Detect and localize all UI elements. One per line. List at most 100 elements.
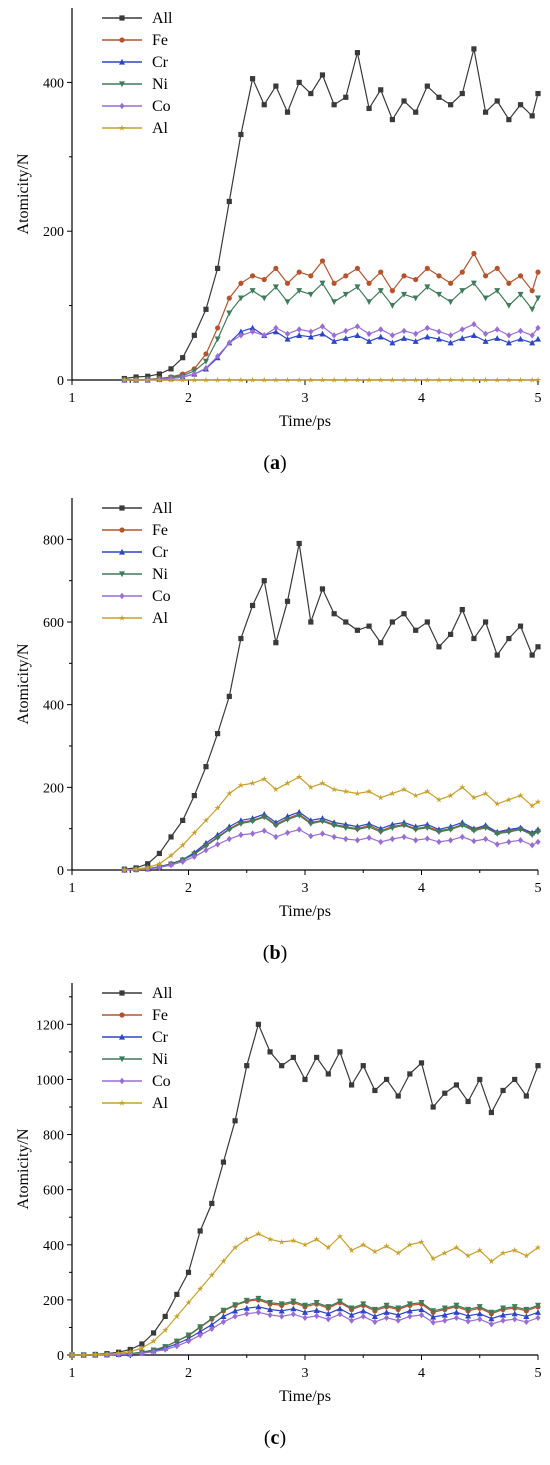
series-co	[121, 826, 541, 874]
data-point-co	[424, 835, 430, 842]
data-point-ni	[488, 1309, 495, 1316]
x-tick-label: 2	[185, 391, 192, 406]
data-point-cr	[342, 335, 349, 341]
data-point-cr	[476, 1310, 483, 1317]
data-point-co	[220, 1318, 227, 1326]
data-point-co	[215, 352, 221, 360]
data-point-al	[389, 790, 396, 797]
data-point-all	[465, 1098, 471, 1105]
data-point-ni	[517, 291, 524, 298]
legend-marker-cr	[119, 58, 125, 65]
legend-label-ni: Ni	[152, 76, 169, 93]
series-line-fe	[124, 813, 539, 871]
data-point-ni	[342, 291, 349, 298]
data-point-ni	[505, 303, 512, 309]
data-point-cr	[366, 338, 373, 344]
data-point-al	[150, 1337, 157, 1344]
data-point-cr	[435, 335, 442, 342]
data-point-al	[103, 1350, 111, 1357]
legend-marker-all	[119, 990, 125, 996]
data-point-ni	[389, 303, 396, 309]
data-point-all	[459, 607, 465, 613]
y-tick-label: 400	[43, 1239, 64, 1254]
data-point-ni	[173, 1338, 180, 1345]
data-point-all	[424, 83, 430, 89]
data-point-al	[418, 1238, 425, 1245]
data-point-co	[331, 332, 337, 339]
data-point-co	[389, 332, 395, 339]
caption-a-letter: a	[270, 452, 280, 474]
data-point-al	[295, 773, 303, 780]
data-point-cr	[336, 1305, 343, 1312]
data-point-co	[448, 332, 454, 339]
data-point-al	[470, 794, 478, 801]
data-point-cr	[267, 1306, 274, 1313]
data-point-all	[156, 850, 162, 857]
data-point-al	[132, 865, 140, 872]
data-point-ni	[377, 829, 384, 836]
data-point-co	[174, 1342, 180, 1350]
data-point-co	[314, 1312, 320, 1320]
data-point-co	[290, 1311, 296, 1318]
y-tick-label: 200	[43, 225, 64, 240]
data-point-co	[226, 835, 232, 843]
data-point-al	[115, 1349, 122, 1357]
series-line-co	[124, 828, 539, 871]
data-point-al	[255, 1230, 262, 1237]
data-point-co	[517, 327, 524, 335]
data-point-all	[290, 1054, 296, 1060]
data-point-co	[319, 830, 326, 837]
series-line-all	[124, 48, 539, 380]
chart-panel-a: 1 2 3 4 5 0 200 400 Time/ps Atomicity/N All Fe Cr Ni C…	[0, 0, 550, 490]
series-al	[121, 376, 542, 383]
x-tick-label: 3	[302, 391, 309, 406]
legend-marker-fe	[119, 527, 125, 533]
x-tick-label: 1	[69, 1366, 76, 1381]
data-point-all	[354, 627, 361, 633]
y-tick-label: 0	[57, 864, 64, 879]
y-axis-title: Atomicity/N	[15, 1128, 32, 1209]
data-point-ni	[395, 1305, 402, 1312]
data-point-ni	[354, 826, 361, 833]
data-point-all	[535, 90, 541, 97]
legend-label-al: Al	[152, 1095, 169, 1112]
data-point-ni	[331, 822, 338, 829]
legend: All Fe Cr Ni Co Al	[102, 500, 173, 627]
data-point-co	[273, 324, 279, 332]
data-point-cr	[412, 338, 419, 344]
data-point-co	[471, 321, 477, 328]
data-point-all	[500, 1087, 506, 1094]
x-axis-title: Time/ps	[279, 1388, 331, 1405]
data-point-all	[284, 598, 291, 604]
data-point-all	[314, 1054, 320, 1060]
data-point-ni	[296, 812, 303, 819]
data-point-ni	[214, 835, 221, 841]
data-point-ni	[430, 1308, 437, 1315]
data-point-co	[226, 339, 232, 346]
data-point-all	[296, 540, 302, 547]
data-point-cr	[383, 1309, 390, 1315]
legend-marker-fe	[119, 37, 125, 43]
data-point-all	[459, 90, 465, 97]
series-line-al	[72, 1233, 539, 1356]
data-point-fe	[354, 265, 361, 271]
y-tick-label: 0	[57, 374, 64, 389]
data-point-co	[413, 837, 419, 844]
data-point-co	[482, 835, 489, 843]
data-point-fe	[459, 269, 465, 275]
data-point-al	[313, 1235, 320, 1243]
data-point-cr	[360, 1307, 367, 1314]
data-point-all	[191, 332, 197, 338]
legend-label-all: All	[152, 985, 173, 1002]
data-point-al	[424, 376, 431, 383]
data-point-al	[196, 1285, 204, 1292]
data-point-al	[505, 376, 513, 383]
data-point-all	[378, 640, 384, 646]
data-point-al	[528, 802, 536, 809]
data-point-all	[197, 1228, 203, 1234]
data-point-al	[278, 1238, 285, 1245]
data-point-fe	[389, 288, 395, 294]
data-point-co	[535, 838, 541, 846]
y-tick-label: 200	[43, 781, 64, 796]
line-chart-c: 1 2 3 4 5 0 200 400 600 800 1000 1200 Time/ps Atomici…	[15, 983, 542, 1405]
